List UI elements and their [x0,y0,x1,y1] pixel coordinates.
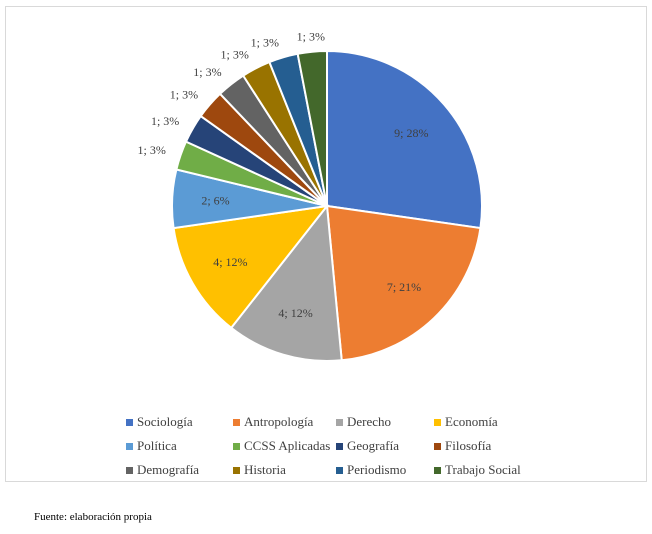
legend-swatch-trabajo-social [434,466,441,474]
legend-row: Demografía Historia Periodismo Trabajo S… [126,458,546,482]
pie-chart: 9; 28%7; 21%4; 12%4; 12%2; 6%1; 3%1; 3%1… [138,29,483,362]
legend-swatch-ccss-aplicadas [233,442,240,450]
legend-item-historia: Historia [233,462,336,478]
legend-swatch-derecho [336,418,343,426]
data-label-historia: 1; 3% [221,48,249,62]
data-label-derecho: 4; 12% [278,306,312,320]
legend-item-trabajo-social: Trabajo Social [434,462,521,478]
legend-swatch-sociologia [126,418,133,426]
legend-row: Política CCSS Aplicadas Geografía Filoso… [126,434,546,458]
data-label-ccss-aplicadas: 1; 3% [138,143,166,157]
legend-item-filosofia: Filosofía [434,438,491,454]
data-label-filosofia: 1; 3% [170,87,198,101]
legend-swatch-demografia [126,466,133,474]
data-label-geografia: 1; 3% [151,114,179,128]
pie-slice-derecho [229,203,343,362]
legend-label: Política [137,438,177,453]
legend-item-geografia: Geografía [336,438,434,454]
data-label-politica: 2; 6% [201,194,229,208]
legend-item-politica: Política [126,438,233,454]
legend: Sociología Antropología Derecho Economía… [126,410,546,482]
pie-slice-trabajo-social [296,49,328,207]
legend-label: Geografía [347,438,399,453]
legend-row: Sociología Antropología Derecho Economía [126,410,546,434]
pie-slice-economia [172,204,330,330]
data-label-periodismo: 1; 3% [251,35,279,49]
source-note: Fuente: elaboración propia [34,511,152,523]
legend-item-derecho: Derecho [336,414,434,430]
legend-item-economia: Economía [434,414,498,430]
pie-slice-antropologia [325,204,482,362]
data-label-sociologia: 9; 28% [394,126,428,140]
chart-frame: 9; 28% 7; 21% 4; 12% 4; 12% 2; 6% 1; 3% 1; 3% 1… [5,6,647,482]
legend-label: Demografía [137,462,200,477]
pie-slice-sociologia [326,49,483,230]
data-label-demografia: 1; 3% [193,65,221,79]
legend-swatch-filosofia [434,442,441,450]
data-label-economia: 4; 12% [213,255,247,269]
legend-swatch-politica [126,442,133,450]
data-label-trabajo-social: 1; 3% [297,29,325,43]
legend-swatch-antropologia [233,418,240,426]
data-label-antropologia: 7; 21% [387,280,421,294]
legend-item-periodismo: Periodismo [336,462,434,478]
legend-swatch-geografia [336,442,343,450]
legend-label: CCSS Aplicadas [244,438,331,453]
pie-slices [171,49,483,362]
legend-label: Filosofía [445,438,492,453]
legend-swatch-historia [233,466,240,474]
legend-label: Historia [244,462,286,477]
legend-label: Economía [445,414,498,429]
legend-label: Periodismo [347,462,407,477]
legend-item-ccss-aplicadas: CCSS Aplicadas [233,438,336,454]
legend-label: Sociología [137,414,193,429]
legend-swatch-economia [434,418,441,426]
legend-label: Trabajo Social [445,462,521,477]
legend-label: Antropología [244,414,314,429]
legend-item-antropologia: Antropología [233,414,336,430]
legend-item-demografia: Demografía [126,462,233,478]
legend-label: Derecho [347,414,392,429]
legend-item-sociologia: Sociología [126,414,233,430]
pie-labels: 9; 28%7; 21%4; 12%4; 12%2; 6%1; 3%1; 3%1… [138,29,429,320]
legend-swatch-periodismo [336,466,343,474]
